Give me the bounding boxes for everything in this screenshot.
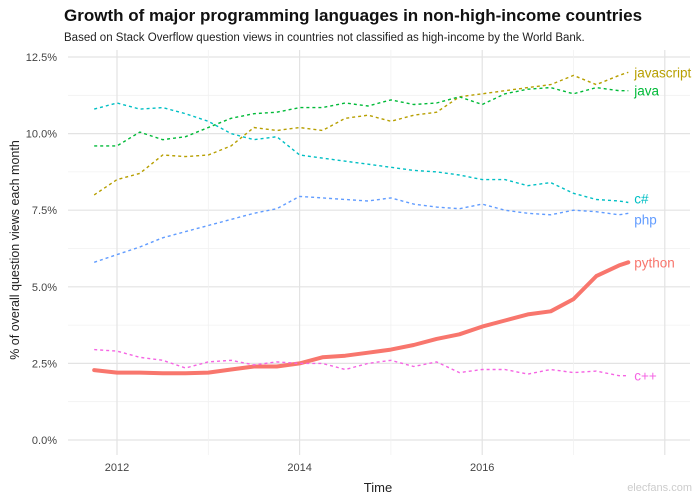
x-tick-label: 2014 bbox=[287, 462, 311, 474]
y-axis-label: % of overall question views each month bbox=[8, 140, 22, 360]
watermark: elecfans.com bbox=[627, 482, 692, 494]
series-line-javascript bbox=[93, 71, 629, 196]
series-label: java bbox=[633, 84, 659, 99]
series-label: php bbox=[634, 212, 657, 227]
x-tick-label: 2012 bbox=[105, 462, 129, 474]
x-axis-label: Time bbox=[364, 480, 392, 495]
x-tick-label: 2016 bbox=[470, 462, 494, 474]
series-line-php bbox=[93, 195, 629, 263]
chart-subtitle: Based on Stack Overflow question views i… bbox=[64, 32, 585, 44]
y-tick-label: 0.0% bbox=[32, 435, 57, 447]
series-line-csharp bbox=[94, 102, 629, 204]
series-label: c# bbox=[634, 192, 649, 207]
series-label: javascript bbox=[633, 65, 691, 80]
y-tick-label: 10.0% bbox=[26, 129, 57, 141]
y-tick-label: 12.5% bbox=[26, 52, 57, 64]
y-tick-label: 2.5% bbox=[32, 358, 57, 370]
series-label: c++ bbox=[634, 369, 657, 384]
y-tick-label: 5.0% bbox=[32, 282, 57, 294]
series-line-python bbox=[92, 260, 631, 376]
series-line-java bbox=[94, 86, 629, 147]
chart-title: Growth of major programming languages in… bbox=[64, 6, 643, 25]
y-tick-label: 7.5% bbox=[32, 205, 57, 217]
series-label: python bbox=[634, 255, 675, 270]
